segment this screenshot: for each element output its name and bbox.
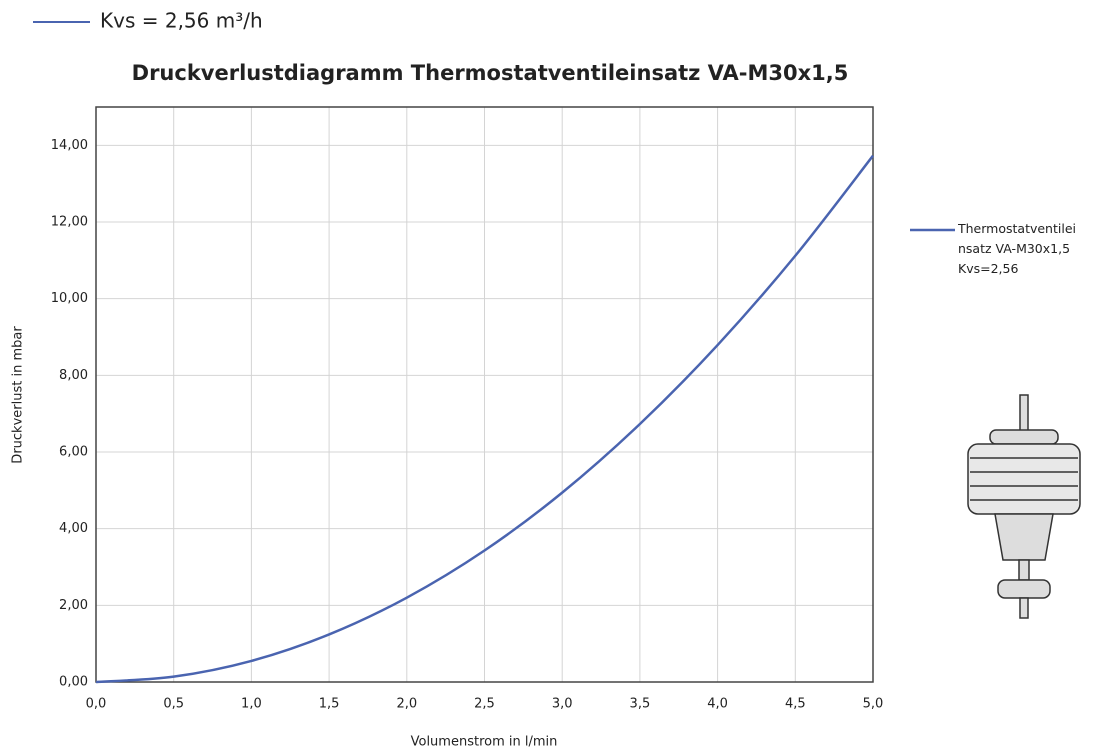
x-tick-label: 4,0 bbox=[707, 697, 728, 712]
x-tick-label: 0,0 bbox=[86, 697, 107, 712]
x-tick-label: 3,0 bbox=[552, 697, 573, 712]
x-tick-label: 0,5 bbox=[163, 697, 184, 712]
annotation: Kvs = 2,56 m³/h bbox=[100, 9, 263, 33]
x-tick-label: 2,5 bbox=[474, 697, 495, 712]
y-axis-label: Druckverlust in mbar bbox=[11, 326, 26, 464]
y-tick-label: 2,00 bbox=[59, 598, 88, 613]
x-tick-label: 1,0 bbox=[241, 697, 262, 712]
x-tick-label: 4,5 bbox=[785, 697, 806, 712]
x-tick-label: 2,0 bbox=[396, 697, 417, 712]
x-tick-label: 5,0 bbox=[863, 697, 884, 712]
y-tick-label: 6,00 bbox=[59, 445, 88, 460]
chart: Kvs = 2,56 m³/h Druckverlustdiagramm The… bbox=[0, 0, 1120, 753]
legend-label: Thermostatventileinsatz VA-M30x1,5 Kvs=2… bbox=[958, 219, 1076, 279]
y-tick-label: 10,00 bbox=[51, 291, 88, 306]
chart-title: Druckverlustdiagramm Thermostatventilein… bbox=[132, 61, 849, 85]
y-tick-label: 14,00 bbox=[51, 138, 88, 153]
y-tick-label: 12,00 bbox=[51, 215, 88, 230]
y-tick-label: 4,00 bbox=[59, 521, 88, 536]
valve-icon bbox=[968, 395, 1080, 618]
x-tick-label: 3,5 bbox=[630, 697, 651, 712]
legend-box: Thermostatventileinsatz VA-M30x1,5 Kvs=2… bbox=[958, 219, 1118, 289]
x-axis-label: Volumenstrom in l/min bbox=[411, 735, 558, 750]
y-tick-label: 8,00 bbox=[59, 368, 88, 383]
x-tick-label: 1,5 bbox=[319, 697, 340, 712]
y-tick-label: 0,00 bbox=[59, 675, 88, 690]
